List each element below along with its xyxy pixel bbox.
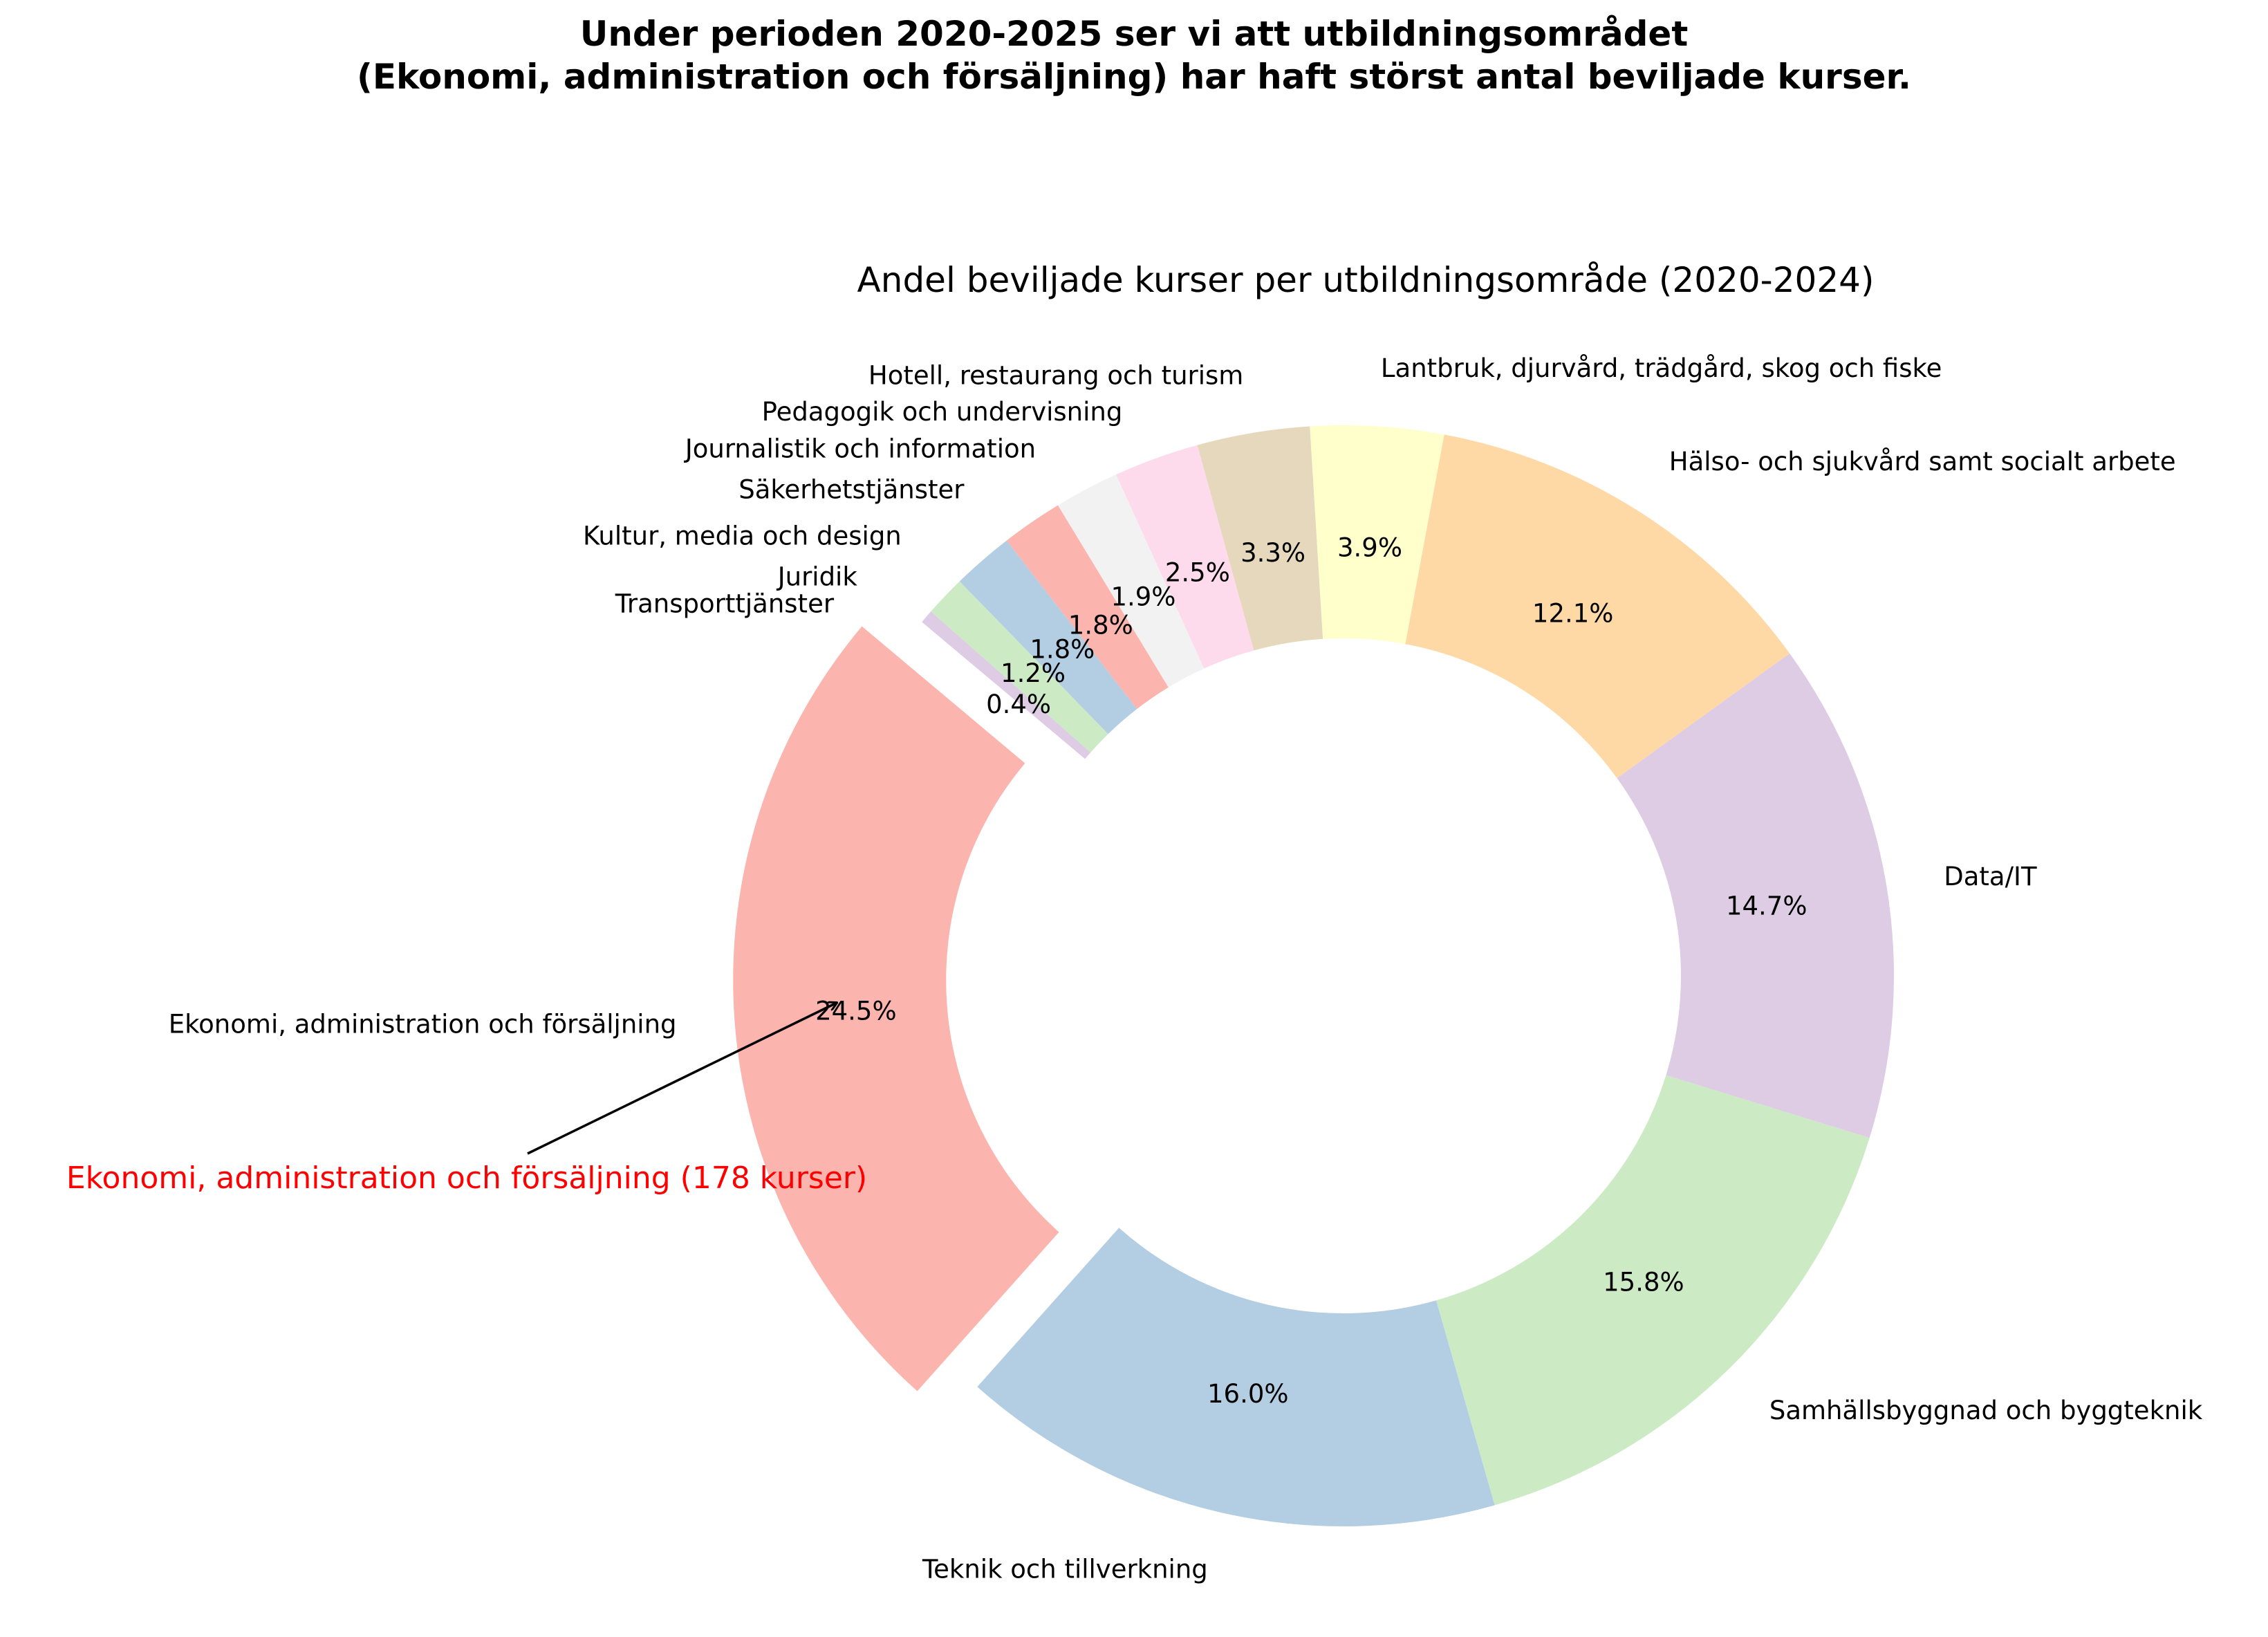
chart-title: Andel beviljade kurser per utbildningsom…: [857, 260, 1875, 300]
pie-category-label-data-it: Data/IT: [1944, 862, 2037, 891]
pie-slice-teknik-och-tillverkning: [977, 1228, 1495, 1526]
pie-slice-transporttjanster: [922, 611, 1091, 759]
figure-suptitle-line2: (Ekonomi, administration och försäljning…: [357, 57, 1911, 97]
pie-category-label-juridik: Juridik: [777, 562, 858, 592]
pie-category-label-pedagogik-och-undervisning: Pedagogik och undervisning: [762, 397, 1123, 427]
pie-percent-label-juridik: 1.2%: [1001, 658, 1066, 688]
pie-slice-ekonomi-administration-och-forsaljning: [733, 626, 1059, 1391]
pie-slices: [733, 425, 1894, 1526]
pie-slice-hotell-restaurang-och-turism: [1197, 426, 1323, 651]
pie-percent-label-teknik-och-tillverkning: 16.0%: [1207, 1379, 1289, 1409]
pie-slice-samhallsbyggnad-och-byggteknik: [1436, 1075, 1870, 1506]
pie-percent-labels: 24.5% 16.0% 15.8% 14.7% 12.1% 3.9% 3.3% 2.5%1.9…: [815, 533, 1807, 1409]
pie-slice-halso-och-sjukvard-samt-socialt-arbete: [1405, 434, 1790, 779]
pie-slice-data-it: [1617, 653, 1894, 1138]
pie-percent-label-kultur-media-och-design: 1.8%: [1030, 635, 1095, 665]
pie-category-label-halso-och-sjukvard-samt-socialt-arbete: Hälso- och sjukvård samt socialt arbete: [1669, 447, 2176, 477]
pie-category-label-hotell-restaurang-och-turism: Hotell, restaurang och turism: [868, 360, 1243, 390]
pie-percent-label-data-it: 14.7%: [1726, 891, 1807, 921]
pie-percent-label-journalistik-och-information: 1.9%: [1110, 582, 1175, 611]
pie-percent-label-hotell-restaurang-och-turism: 3.3%: [1240, 538, 1305, 568]
pie-slice-lantbruk-djurvard-tradgard-skog-och-fiske: [1310, 425, 1444, 645]
pie-percent-label-ekonomi-administration-och-forsaljning: 24.5%: [815, 997, 897, 1026]
pie-category-label-transporttjanster: Transporttjänster: [615, 589, 835, 618]
pie-percent-label-sakerhetstjanster: 1.8%: [1068, 611, 1133, 640]
pie-category-label-teknik-och-tillverkning: Teknik och tillverkning: [922, 1554, 1208, 1584]
pie-category-label-kultur-media-och-design: Kultur, media och design: [583, 521, 902, 551]
pie-category-label-sakerhetstjanster: Säkerhetstjänster: [738, 474, 965, 504]
pie-category-label-samhallsbyggnad-och-byggteknik: Samhällsbyggnad och byggteknik: [1769, 1396, 2203, 1425]
pie-percent-label-pedagogik-och-undervisning: 2.5%: [1165, 558, 1230, 588]
pie-category-label-ekonomi-administration-och-forsaljning: Ekonomi, administration och försäljning: [169, 1009, 677, 1039]
pie-percent-label-lantbruk-djurvard-tradgard-skog-och-fiske: 3.9%: [1337, 533, 1402, 563]
figure-suptitle-line1: Under perioden 2020-2025 ser vi att utbi…: [580, 14, 1689, 54]
pie-slice-journalistik-och-information: [1057, 474, 1205, 687]
pie-percent-label-samhallsbyggnad-och-byggteknik: 15.8%: [1603, 1267, 1684, 1297]
pie-slice-pedagogik-och-undervisning: [1115, 445, 1254, 669]
annotation-arrow: [527, 1003, 837, 1155]
pie-category-label-journalistik-och-information: Journalistik och information: [684, 434, 1036, 463]
pie-category-label-lantbruk-djurvard-tradgard-skog-och-fiske: Lantbruk, djurvård, trädgård, skog och f…: [1381, 353, 1942, 383]
pie-slice-kultur-media-och-design: [959, 540, 1137, 734]
pie-percent-label-halso-och-sjukvard-samt-socialt-arbete: 12.1%: [1532, 599, 1614, 629]
pie-category-labels: Ekonomi, administration och försäljning T…: [169, 353, 2203, 1584]
pie-percent-label-transporttjanster: 0.4%: [986, 690, 1051, 719]
pie-slice-sakerhetstjanster: [1006, 505, 1169, 710]
annotation-text: Ekonomi, administration och försäljning …: [66, 1160, 867, 1196]
pie-slice-juridik: [931, 581, 1108, 753]
